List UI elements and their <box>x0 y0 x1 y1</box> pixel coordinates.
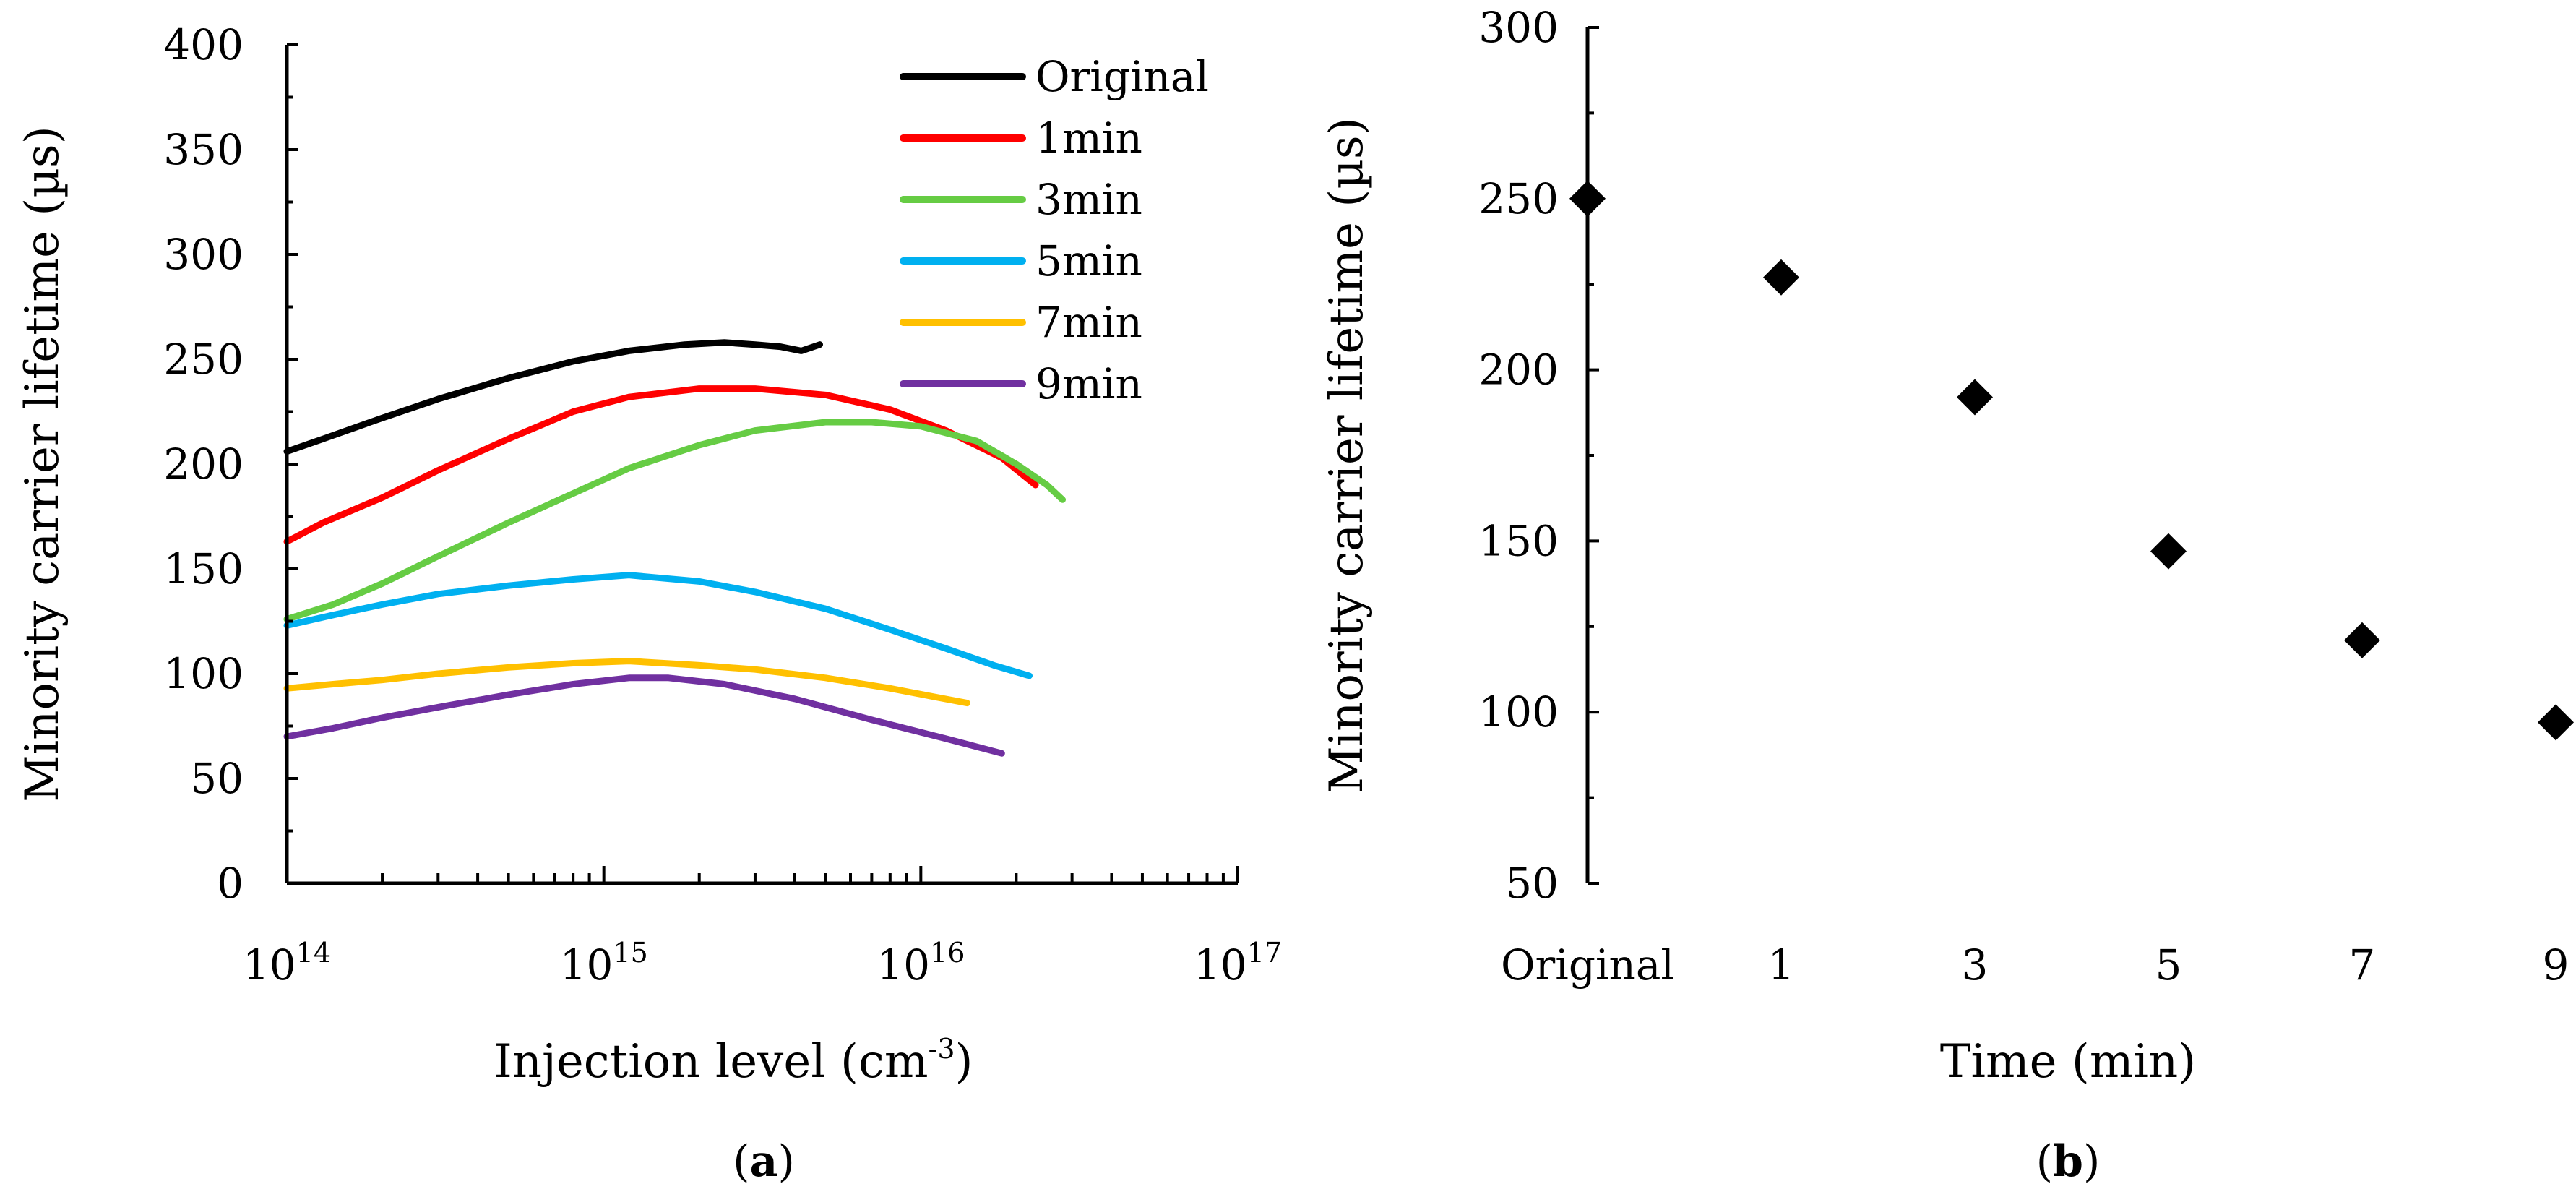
panel-a-x-tick-label: 1016 <box>876 937 965 990</box>
panel-b-label-letter: b <box>2053 1136 2083 1187</box>
panel-b-x-tick-label: 1 <box>1768 940 1795 990</box>
panel-a-y-axis-title: Minority carrier lifetime (µs) <box>16 126 69 802</box>
panel-b-chart: 50 100 150 200 250 300 Original 1 3 5 7 9 Minority… <box>1320 3 2574 1187</box>
panel-b-x-tick-label: 3 <box>1962 940 1989 990</box>
panel-a-y-tick-label: 350 <box>163 125 244 174</box>
data-point-3 <box>1957 379 1993 416</box>
panel-b-x-tick-label: Original <box>1501 940 1674 990</box>
series-line-1min <box>283 385 1039 545</box>
panel-a-x-axis-title: Injection level (cm-3) <box>494 1033 973 1089</box>
panel-b-points <box>1569 180 2574 741</box>
legend-label-5min: 5min <box>1035 236 1142 286</box>
panel-a-x-title-main: Injection level (cm <box>494 1035 928 1089</box>
panel-b-y-tick-label: 50 <box>1505 859 1559 908</box>
panel-a-y-ticks: 0 50 100 150 200 250 300 350 400 <box>163 20 298 908</box>
series-line-original <box>283 339 823 455</box>
panel-b-y-ticks: 50 100 150 200 250 300 <box>1478 3 1599 908</box>
panel-a-x-title-end: ) <box>955 1035 973 1089</box>
panel-a-x-tick-label: 1017 <box>1194 937 1282 990</box>
panel-b-x-tick-label: 5 <box>2155 940 2182 990</box>
panel-a-label-letter: a <box>750 1136 778 1187</box>
series-line-9min <box>283 674 1005 757</box>
panel-b-y-tick-label: 300 <box>1478 3 1559 52</box>
panel-a-y-tick-label: 300 <box>163 230 244 279</box>
legend-label-9min: 9min <box>1035 359 1142 408</box>
panel-a-x-ticks: 1014 1015 1016 1017 <box>243 866 1282 990</box>
panel-a-y-tick-label: 400 <box>163 20 244 69</box>
panel-a-y-tick-label: 150 <box>163 544 244 593</box>
panel-b-x-tick-label: 9 <box>2543 940 2569 990</box>
panel-b-y-tick-label: 200 <box>1478 346 1559 395</box>
panel-a-x-tick-label: 1015 <box>560 937 648 990</box>
data-point-1 <box>1763 259 1799 296</box>
panel-b-y-axis-title: Minority carrier lifetime (µs) <box>1320 117 1374 793</box>
panel-b-label: (b) <box>2036 1136 2101 1187</box>
panel-a-x-title-sup: -3 <box>929 1033 955 1065</box>
data-point-7 <box>2344 622 2380 658</box>
series-line-7min <box>283 658 970 707</box>
panel-b-x-axis-title: Time (min) <box>1940 1035 2196 1089</box>
panel-b-x-ticks: Original 1 3 5 7 9 <box>1501 940 2569 990</box>
panel-a-x-tick-label: 1014 <box>243 937 331 990</box>
data-point-original <box>1569 180 1606 217</box>
panel-b-x-tick-label: 7 <box>2349 940 2376 990</box>
series-line-3min <box>283 419 1066 623</box>
panel-a-label: (a) <box>733 1136 795 1187</box>
legend-label-1min: 1min <box>1035 113 1142 163</box>
data-point-9 <box>2538 704 2574 741</box>
legend-label-3min: 3min <box>1035 175 1142 224</box>
panel-b-y-tick-label: 100 <box>1478 687 1559 737</box>
series-line-5min <box>283 572 1033 679</box>
panel-b-y-tick-label: 150 <box>1478 516 1559 565</box>
panel-a-y-tick-label: 0 <box>217 859 244 908</box>
panel-a-legend: Original 1min 3min 5min 7min 9min <box>900 52 1209 408</box>
panel-a-y-tick-label: 250 <box>163 335 244 384</box>
panel-a-y-tick-label: 200 <box>163 439 244 489</box>
legend-label-original: Original <box>1035 52 1209 101</box>
data-point-5 <box>2150 533 2187 570</box>
legend-label-7min: 7min <box>1035 298 1142 347</box>
panel-a-y-tick-label: 100 <box>163 649 244 698</box>
panel-a-y-tick-label: 50 <box>190 754 244 803</box>
panel-a-series-group <box>283 339 1066 757</box>
panel-b-y-tick-label: 250 <box>1478 174 1559 223</box>
